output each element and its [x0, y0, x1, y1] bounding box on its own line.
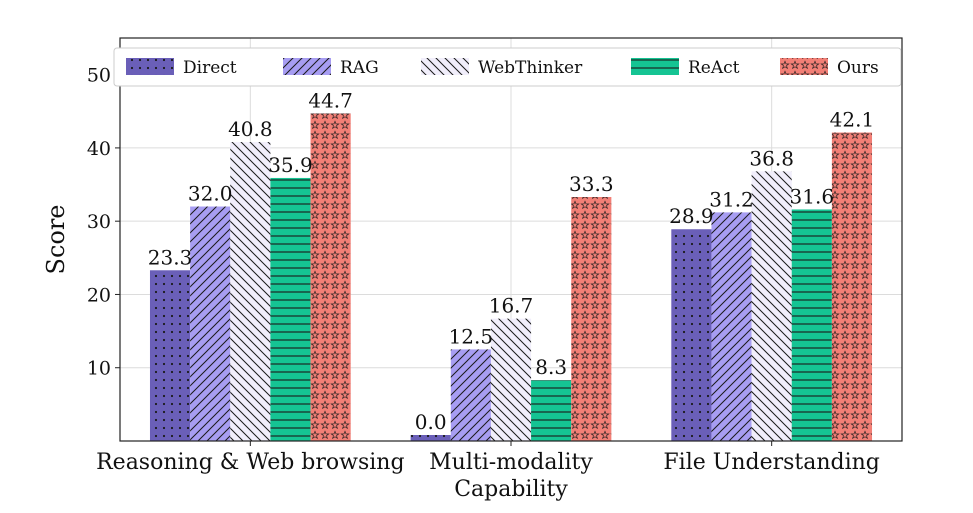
- bar-direct: [149, 270, 191, 441]
- legend-swatch-webthinker: [421, 58, 469, 75]
- bar-rag: [711, 212, 752, 441]
- y-tick-label: 50: [87, 65, 111, 87]
- legend-swatch-ours: [780, 58, 828, 75]
- bar-react: [531, 380, 572, 441]
- bar-direct: [410, 435, 451, 441]
- value-label: 12.5: [449, 324, 494, 348]
- x-category-label: Multi-modality: [429, 450, 593, 475]
- y-tick-label: 10: [87, 358, 111, 380]
- bar-rag: [190, 206, 231, 441]
- y-tick-label: 30: [87, 211, 111, 233]
- legend-label-webthinker: WebThinker: [478, 58, 583, 78]
- y-tick-label: 20: [87, 284, 111, 306]
- bar-rag: [450, 349, 491, 441]
- legend-label-rag: RAG: [340, 58, 379, 78]
- value-label: 23.3: [148, 245, 193, 269]
- bar-direct: [671, 229, 712, 441]
- bar-ours: [310, 113, 351, 441]
- value-label: 28.9: [669, 204, 714, 228]
- bar-webthinker: [751, 171, 792, 441]
- value-label: 8.3: [535, 355, 567, 379]
- y-axis-label: Score: [42, 204, 70, 274]
- bar-react: [791, 209, 832, 441]
- x-category-label: File Understanding: [663, 450, 879, 475]
- value-label: 36.8: [749, 146, 794, 170]
- legend-label-direct: Direct: [183, 58, 237, 78]
- value-label: 31.6: [790, 184, 835, 208]
- value-label: 0.0: [415, 410, 447, 434]
- value-label: 33.3: [569, 172, 614, 196]
- bar-ours: [571, 197, 612, 441]
- legend-label-react: ReAct: [688, 58, 740, 78]
- legend-swatch-react: [631, 58, 679, 75]
- axes: 10 20 30 40 50 Score Reasoning & Web browsing M…: [42, 65, 880, 502]
- value-label: 40.8: [228, 117, 273, 141]
- value-label: 31.2: [709, 187, 754, 211]
- y-tick-label: 40: [87, 138, 111, 160]
- legend-label-ours: Ours: [837, 58, 879, 78]
- bar-webthinker: [490, 318, 532, 441]
- value-label: 16.7: [489, 294, 534, 318]
- value-label: 32.0: [188, 182, 233, 206]
- bars: [149, 113, 873, 441]
- legend-swatch-rag: [283, 58, 331, 75]
- value-label: 35.9: [268, 153, 313, 177]
- bar-webthinker: [230, 142, 271, 441]
- legend-box: [113, 47, 902, 87]
- value-label: 42.1: [830, 108, 875, 132]
- value-label: 44.7: [308, 88, 353, 112]
- x-category-label: Capability: [454, 477, 568, 502]
- x-category-label: Reasoning & Web browsing: [96, 450, 404, 475]
- bar-ours: [831, 132, 873, 441]
- legend-swatch-direct: [126, 58, 174, 75]
- value-labels: 23.3 32.0 40.8 35.9 44.7 0.0 12.5 16.7 8.3 33.3 28…: [148, 88, 874, 434]
- bar-react: [270, 177, 311, 441]
- legend: Direct RAG WebThinker ReAct Ours: [113, 47, 902, 87]
